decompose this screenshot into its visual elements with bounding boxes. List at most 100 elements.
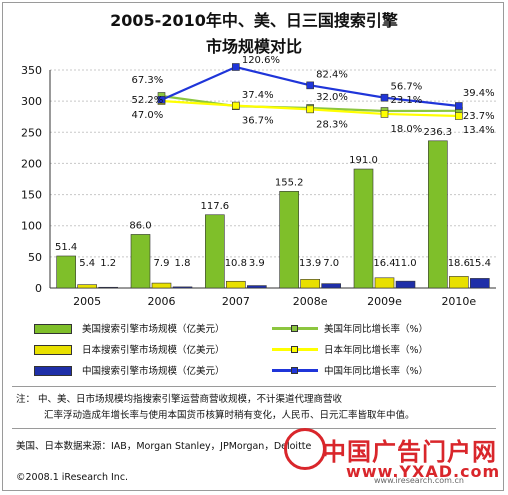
bar-value-label: 7.9	[154, 258, 170, 269]
y-tick-label: 350	[21, 64, 42, 77]
bar-cn	[247, 285, 267, 289]
legend-marker-cn	[291, 367, 298, 374]
bar-value-label: 236.3	[424, 127, 453, 138]
legend-label-cn-line: 中国年同比增长率（%）	[324, 366, 429, 377]
bar-jp	[151, 282, 172, 289]
bar-cn	[395, 280, 416, 289]
chart-plot: 0 50 100 150 200 250 300 350 2005 2006 2007 2008e 20…	[21, 55, 496, 308]
bar-value-label: 15.4	[469, 258, 491, 269]
bar-value-label: 51.4	[55, 242, 77, 253]
growth-value-label: 18.0%	[391, 124, 423, 135]
watermark-url-text: www.YXAD.com	[346, 462, 501, 481]
bar-cn	[172, 286, 193, 289]
bar-value-label: 7.0	[323, 258, 339, 269]
y-tick-label: 100	[21, 220, 42, 233]
bar-cn	[98, 286, 118, 289]
growth-value-label: 82.4%	[316, 69, 348, 80]
chart-title-line1: 2005-2010年中、美、日三国搜索引擎	[110, 11, 398, 30]
growth-value-label: 23.7%	[463, 111, 495, 122]
note-line1: 注： 中、美、日市场规模均指搜索引擎运营商营收规模，不计渠道代理商营收	[16, 394, 343, 405]
growth-value-label: 13.4%	[463, 125, 495, 136]
legend-label-jp-line: 日本年同比增长率（%）	[324, 345, 429, 356]
y-tick-label: 50	[28, 251, 42, 264]
bar-value-label: 1.8	[175, 258, 191, 269]
copyright-text: ©2008.1 iResearch Inc.	[16, 472, 129, 483]
x-tick-label: 2008e	[293, 295, 328, 308]
legend-label-jp-bar: 日本搜索引擎市场规模（亿美元）	[82, 345, 225, 356]
growth-marker	[232, 63, 240, 71]
bar-value-label: 13.9	[299, 258, 321, 269]
legend-marker-us	[291, 325, 298, 332]
x-tick-label: 2009e	[367, 295, 402, 308]
watermark: 中国广告门户网 www.YXAD.com www.iresearch.com.c…	[284, 424, 501, 485]
legend-swatch-us-bar	[34, 324, 72, 334]
bar-us	[428, 140, 448, 289]
bar-us	[353, 168, 374, 289]
bar-value-label: 117.6	[201, 201, 230, 212]
watermark-logo-icon	[284, 428, 326, 470]
bar-value-label: 191.0	[349, 155, 378, 166]
bar-value-label: 16.4	[373, 258, 395, 269]
y-tick-label: 200	[21, 157, 42, 170]
bar-jp	[449, 276, 469, 289]
bar-value-label: 3.9	[249, 258, 265, 269]
x-tick-label: 2005	[73, 295, 101, 308]
growth-value-label: 67.3%	[132, 75, 164, 86]
legend: 美国搜索引擎市场规模（亿美元） 日本搜索引擎市场规模（亿美元） 中国搜索引擎市场…	[34, 315, 498, 377]
x-tick-label: 2010e	[441, 295, 476, 308]
y-tick-label: 300	[21, 95, 42, 108]
separator-mid	[12, 428, 496, 429]
note-line2: 汇率浮动造成年增长率与使用本国货币核算时稍有变化，人民币、日元汇率皆取年中值。	[44, 410, 415, 421]
y-tick-label: 150	[21, 189, 42, 202]
growth-value-label: 37.4%	[242, 90, 274, 101]
bar-us	[279, 191, 299, 289]
bar-value-label: 10.8	[225, 258, 247, 269]
growth-marker	[455, 102, 463, 110]
chart-frame	[2, 2, 504, 491]
separator-top	[12, 386, 496, 387]
legend-label-us-line: 美国年同比增长率（%）	[324, 324, 429, 335]
bar-value-label: 18.6	[448, 258, 470, 269]
legend-marker-jp	[291, 346, 298, 353]
bar-jp	[77, 284, 97, 289]
growth-marker	[380, 93, 389, 102]
legend-swatch-cn-bar	[34, 366, 72, 376]
growth-marker	[380, 110, 389, 118]
legend-label-cn-bar: 中国搜索引擎市场规模（亿美元）	[82, 366, 225, 377]
y-tick-label: 0	[35, 282, 42, 295]
watermark-cn-text: 中国广告门户网	[322, 438, 497, 466]
bar-us	[205, 214, 225, 289]
growth-value-label: 23.1%	[391, 95, 423, 106]
growth-marker	[232, 101, 240, 110]
x-tick-label: 2006	[148, 295, 176, 308]
bar-us	[130, 234, 151, 289]
growth-value-label: 52.2%	[132, 95, 164, 106]
bar-value-label: 155.2	[275, 177, 304, 188]
bar-jp	[300, 279, 320, 289]
bar-cn	[321, 283, 341, 289]
growth-value-label: 39.4%	[463, 88, 495, 99]
growth-marker	[157, 96, 166, 104]
bar-value-label: 1.2	[100, 258, 116, 269]
growth-value-label: 56.7%	[391, 82, 423, 93]
bar-cn	[470, 278, 490, 289]
bar-jp	[374, 277, 395, 289]
legend-label-us-bar: 美国搜索引擎市场规模（亿美元）	[82, 324, 225, 335]
legend-swatch-jp-bar	[34, 345, 72, 355]
growth-marker	[306, 105, 314, 114]
growth-value-label: 36.7%	[242, 116, 274, 127]
source-text: 美国、日本数据来源：IAB，Morgan Stanley，JPMorgan，De…	[16, 441, 312, 452]
growth-marker	[306, 81, 314, 90]
growth-value-label: 120.6%	[242, 55, 280, 66]
bar-jp	[226, 280, 246, 289]
growth-value-label: 47.0%	[132, 110, 164, 121]
bar-value-label: 86.0	[129, 220, 151, 231]
growth-value-label: 28.3%	[316, 119, 348, 130]
bar-us	[56, 255, 76, 289]
watermark-site-text: www.iresearch.com.cn	[374, 476, 464, 485]
growth-marker	[455, 112, 463, 120]
growth-value-label: 32.0%	[316, 92, 348, 103]
y-tick-label: 250	[21, 126, 42, 139]
bar-value-label: 11.0	[394, 258, 416, 269]
chart-title-line2: 市场规模对比	[205, 37, 302, 56]
